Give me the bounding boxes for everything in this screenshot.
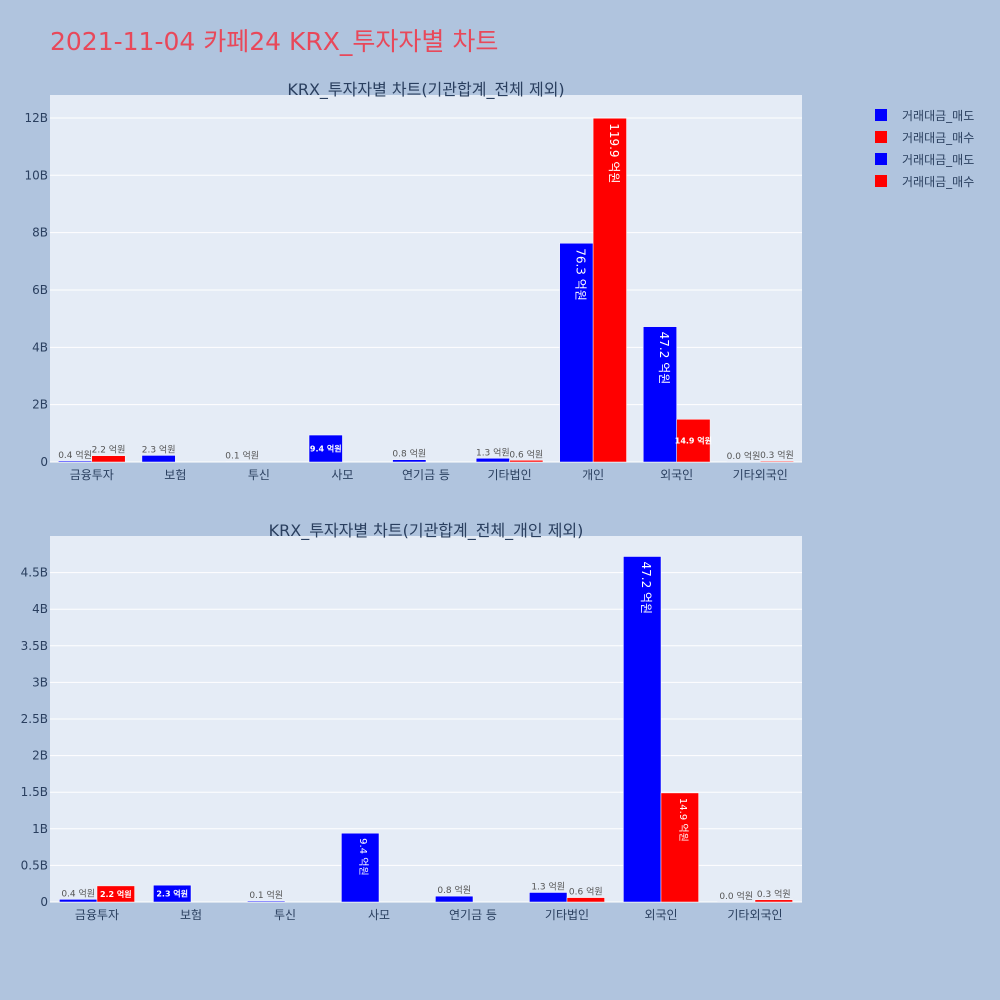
x-tick-label: 금융투자 bbox=[75, 908, 119, 922]
x-tick-label: 사모 bbox=[368, 908, 390, 922]
bar bbox=[141, 455, 176, 463]
legend-label: 거래대금_매도 bbox=[902, 108, 975, 123]
bar-data-label: 47.2 억원 bbox=[657, 332, 671, 385]
bar-data-label: 2.3 억원 bbox=[156, 889, 188, 899]
x-tick-label: 외국인 bbox=[660, 468, 693, 482]
bar-data-label: 2.2 억원 bbox=[92, 444, 126, 456]
x-tick-label: 기타법인 bbox=[487, 468, 531, 482]
bar-data-label: 0.4 억원 bbox=[61, 887, 95, 899]
x-tick-label: 개인 bbox=[582, 468, 604, 482]
bar-data-label: 1.3 억원 bbox=[531, 880, 565, 892]
bar bbox=[642, 326, 677, 463]
bar bbox=[96, 885, 135, 903]
y-tick-label: 4B bbox=[32, 602, 48, 616]
chart-title: KRX_투자자별 차트(기관합계_전체_개인 제외) bbox=[269, 521, 584, 541]
bar-data-label: 119.9 억원 bbox=[607, 123, 621, 183]
x-tick-label: 투신 bbox=[274, 908, 296, 922]
legend-swatch bbox=[875, 175, 887, 187]
x-tick-label: 연기금 등 bbox=[402, 468, 450, 482]
legend-swatch bbox=[875, 153, 887, 165]
bar-data-label: 76.3 억원 bbox=[573, 248, 587, 301]
bar bbox=[676, 419, 711, 463]
x-tick-label: 기타법인 bbox=[545, 908, 589, 922]
bar-data-label: 14.9 억원 bbox=[675, 436, 712, 446]
y-tick-label: 1.5B bbox=[21, 785, 48, 799]
legend-label: 거래대금_매수 bbox=[902, 174, 975, 189]
y-tick-label: 4B bbox=[32, 340, 48, 354]
bar-data-label: 14.9 억원 bbox=[677, 798, 689, 842]
y-tick-label: 2B bbox=[32, 749, 48, 763]
bar-data-label: 0.6 억원 bbox=[509, 448, 543, 460]
bar-data-label: 0.0 억원 bbox=[719, 890, 753, 902]
legend-item-buy[interactable]: 거래대금_매수 bbox=[875, 170, 974, 192]
bar bbox=[247, 900, 286, 903]
bar-data-label: 0.8 억원 bbox=[437, 884, 471, 896]
bar bbox=[153, 884, 192, 903]
y-tick-label: 4.5B bbox=[21, 566, 48, 580]
y-tick-label: 0.5B bbox=[21, 858, 48, 872]
x-tick-label: 보험 bbox=[180, 908, 202, 922]
legend-swatch bbox=[875, 109, 887, 121]
legend-label: 거래대금_매수 bbox=[902, 130, 975, 145]
bar-data-label: 9.4 억원 bbox=[357, 838, 369, 875]
bar-data-label: 47.2 억원 bbox=[639, 561, 653, 614]
y-tick-label: 8B bbox=[32, 226, 48, 240]
bar-data-label: 9.4 억원 bbox=[310, 444, 342, 454]
bar-data-label: 0.4 억원 bbox=[58, 449, 92, 461]
y-tick-label: 2.5B bbox=[21, 712, 48, 726]
bar-data-label: 0.1 억원 bbox=[225, 450, 259, 462]
page-title: 2021-11-04 카페24 KRX_투자자별 차트 bbox=[50, 27, 499, 56]
y-tick-label: 2B bbox=[32, 398, 48, 412]
y-tick-label: 1B bbox=[32, 822, 48, 836]
bar bbox=[308, 434, 343, 463]
bar-data-label: 0.8 억원 bbox=[392, 448, 426, 460]
y-tick-label: 0 bbox=[40, 895, 48, 909]
bar-data-label: 0.0 억원 bbox=[727, 450, 761, 462]
y-tick-label: 12B bbox=[24, 111, 48, 125]
legend-item-sell[interactable]: 거래대금_매도 bbox=[875, 148, 974, 170]
y-tick-label: 3B bbox=[32, 675, 48, 689]
bar-data-label: 0.3 억원 bbox=[760, 449, 794, 461]
bar-data-label: 0.1 억원 bbox=[249, 889, 283, 901]
bar bbox=[754, 899, 793, 903]
bar-data-label: 0.6 억원 bbox=[569, 886, 603, 898]
y-tick-label: 3.5B bbox=[21, 639, 48, 653]
legend: 거래대금_매도 거래대금_매수 거래대금_매도 거래대금_매수 bbox=[875, 104, 974, 192]
legend-label: 거래대금_매도 bbox=[902, 152, 975, 167]
legend-swatch bbox=[875, 131, 887, 143]
bar bbox=[529, 892, 568, 903]
bar bbox=[623, 556, 662, 903]
bar bbox=[435, 895, 474, 903]
bar bbox=[341, 832, 380, 903]
bar bbox=[91, 455, 126, 463]
y-tick-label: 10B bbox=[24, 168, 48, 182]
bar bbox=[59, 899, 98, 903]
legend-item-buy[interactable]: 거래대금_매수 bbox=[875, 126, 974, 148]
bar-data-label: 2.3 억원 bbox=[142, 443, 176, 455]
bar bbox=[592, 117, 627, 463]
bar-data-label: 2.2 억원 bbox=[100, 889, 132, 899]
legend-item-sell[interactable]: 거래대금_매도 bbox=[875, 104, 974, 126]
bar-data-label: 1.3 억원 bbox=[476, 446, 510, 458]
bar bbox=[392, 459, 427, 463]
bar bbox=[509, 460, 544, 463]
bar bbox=[759, 460, 794, 463]
x-tick-label: 외국인 bbox=[644, 908, 677, 922]
x-tick-label: 기타외국인 bbox=[733, 468, 788, 482]
x-tick-label: 사모 bbox=[331, 468, 353, 482]
y-tick-label: 0 bbox=[40, 455, 48, 469]
x-tick-label: 기타외국인 bbox=[727, 908, 782, 922]
bar-data-label: 0.3 억원 bbox=[757, 888, 791, 900]
x-tick-label: 보험 bbox=[164, 468, 186, 482]
x-tick-label: 연기금 등 bbox=[449, 908, 497, 922]
bar bbox=[660, 792, 699, 903]
chart-title: KRX_투자자별 차트(기관합계_전체 제외) bbox=[287, 80, 564, 100]
y-tick-label: 6B bbox=[32, 283, 48, 297]
bar bbox=[559, 242, 594, 463]
bar bbox=[566, 897, 605, 903]
x-tick-label: 투신 bbox=[248, 468, 270, 482]
x-tick-label: 금융투자 bbox=[70, 468, 114, 482]
